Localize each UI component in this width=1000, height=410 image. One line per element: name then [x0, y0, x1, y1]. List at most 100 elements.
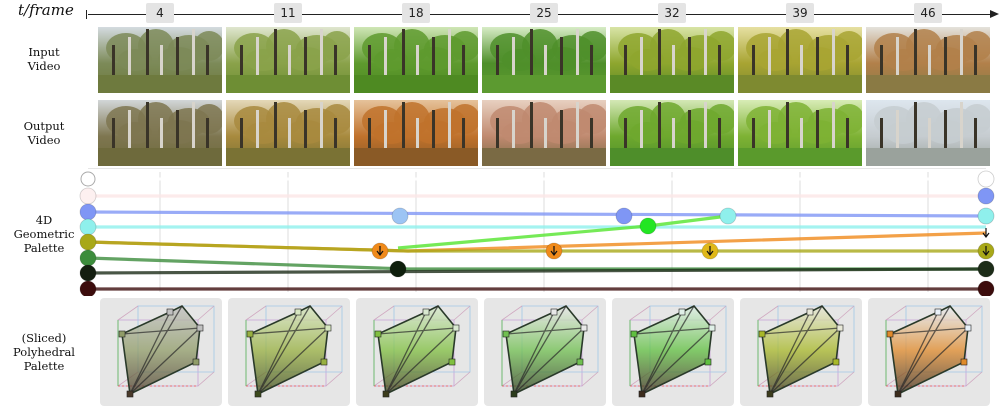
polyhedron-plot — [629, 304, 727, 398]
polyhedron-vertex — [576, 358, 584, 366]
ground-strip — [610, 148, 734, 166]
row-label-line: Video — [27, 133, 61, 147]
polyhedron-edge — [249, 305, 329, 395]
tree-trunk — [368, 118, 371, 156]
tree-trunk — [914, 29, 917, 83]
polyhedral-palette-panel — [484, 298, 606, 406]
tree-foliage — [886, 122, 920, 144]
tree-trunk — [384, 37, 387, 83]
color-cube-edge — [373, 305, 471, 387]
tree-trunk — [704, 102, 707, 156]
tree-trunk — [530, 29, 533, 83]
polyhedron-vertex — [550, 308, 558, 316]
tree-trunk — [368, 45, 371, 83]
color-cube-edge — [885, 305, 983, 387]
palette-node — [79, 233, 97, 251]
tree-trunk — [112, 45, 115, 83]
color-cube-edge — [245, 305, 343, 387]
polyhedron — [121, 304, 201, 396]
polyhedron-vertex — [374, 330, 382, 338]
frame-tick: 25 — [530, 3, 558, 23]
polyhedron-vertex — [886, 330, 894, 338]
ground-strip — [98, 75, 222, 93]
polyhedron-vertex — [580, 324, 588, 332]
palette-node — [719, 207, 737, 225]
tree-trunk — [192, 29, 195, 83]
polyhedron-vertex — [126, 390, 134, 398]
tree-trunk — [704, 29, 707, 83]
tree-trunk — [896, 37, 899, 83]
polyhedron-vertex — [836, 324, 844, 332]
tree-trunk — [658, 29, 661, 83]
tree-trunk — [786, 29, 789, 83]
polyhedral-palette-panel — [100, 298, 222, 406]
tree-trunk — [576, 102, 579, 156]
tree-trunk — [752, 45, 755, 83]
tree-foliage — [246, 122, 280, 144]
palette-node — [79, 264, 97, 282]
polyhedron-vertex — [758, 330, 766, 338]
row-label-poly: (Sliced) Polyhedral Palette — [0, 331, 88, 373]
down-arrow-icon — [550, 246, 558, 256]
tree-trunk — [752, 118, 755, 156]
ground-strip — [866, 148, 990, 166]
polyhedron-plot — [117, 304, 215, 398]
tree-trunk — [206, 45, 209, 83]
tree-trunk — [880, 45, 883, 83]
tree-trunk — [448, 29, 451, 83]
polyhedron-vertex — [832, 358, 840, 366]
tree-trunk — [768, 110, 771, 156]
tree-trunk — [146, 102, 149, 156]
tree-trunk — [816, 37, 819, 83]
input-frame-thumbnail — [482, 27, 606, 93]
tree-trunk — [128, 110, 131, 156]
polyhedron-vertex — [422, 308, 430, 316]
color-cube-edge — [501, 305, 599, 387]
tree-trunk — [544, 118, 547, 156]
tree-trunk — [274, 102, 277, 156]
output-frame-thumbnail — [738, 100, 862, 166]
tree-trunk — [192, 102, 195, 156]
palette-node — [977, 170, 995, 188]
tree-trunk — [832, 29, 835, 83]
polyhedron — [249, 304, 329, 396]
polyhedron-vertex — [294, 308, 302, 316]
frame-tick: 11 — [274, 3, 302, 23]
tree-trunk — [688, 37, 691, 83]
polyhedron-vertex — [452, 324, 460, 332]
frame-tick: 4 — [146, 3, 174, 23]
tree-trunk — [896, 110, 899, 156]
ground-strip — [738, 148, 862, 166]
polyhedron-vertex — [704, 358, 712, 366]
down-arrow-icon — [706, 246, 714, 256]
polyhedron — [505, 304, 585, 396]
row-label-input: Input Video — [0, 45, 88, 73]
polyhedron-plot — [245, 304, 343, 398]
polyhedron — [761, 304, 841, 396]
polyhedron-vertex — [934, 308, 942, 316]
tree-trunk — [402, 29, 405, 83]
tree-foliage — [118, 49, 152, 71]
polyhedron-vertex — [960, 358, 968, 366]
polyhedron-vertex — [320, 358, 328, 366]
palette-node — [79, 218, 97, 236]
tree-trunk — [320, 102, 323, 156]
polyhedron-edge — [377, 305, 457, 395]
row-label-output: Output Video — [0, 119, 88, 147]
tree-trunk — [128, 37, 131, 83]
tree-trunk — [786, 102, 789, 156]
tree-trunk — [146, 29, 149, 83]
palette-node — [639, 217, 657, 235]
color-cube-edge — [117, 305, 215, 387]
tree-trunk — [274, 29, 277, 83]
tree-trunk — [560, 37, 563, 83]
tree-trunk — [880, 118, 883, 156]
tree-trunk — [672, 118, 675, 156]
tree-trunk — [658, 102, 661, 156]
ground-strip — [738, 75, 862, 93]
tree-trunk — [590, 118, 593, 156]
input-frame-thumbnail — [354, 27, 478, 93]
tree-trunk — [240, 118, 243, 156]
ground-strip — [482, 148, 606, 166]
tree-trunk — [416, 118, 419, 156]
